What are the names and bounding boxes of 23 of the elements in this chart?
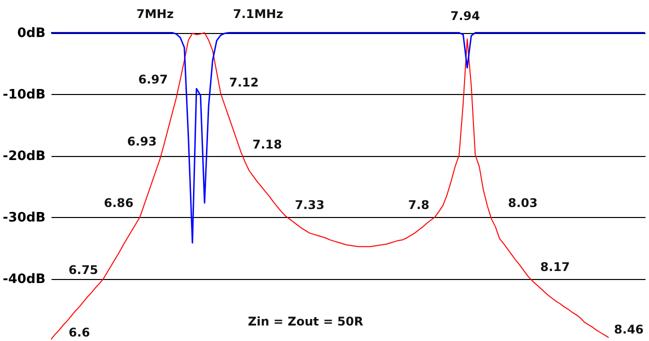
annotation: 6.86 bbox=[104, 196, 134, 210]
annotation: 7.94 bbox=[450, 8, 480, 23]
annotation: 7.8 bbox=[408, 198, 430, 212]
line-series bbox=[51, 32, 610, 340]
line-series bbox=[51, 32, 645, 244]
annotation: 7MHz bbox=[136, 6, 174, 21]
annotation: 6.93 bbox=[127, 134, 157, 148]
y-tick-label: -20dB bbox=[2, 149, 46, 164]
annotation: Zin = Zout = 50R bbox=[248, 314, 364, 329]
annotation: 7.1MHz bbox=[232, 6, 284, 21]
annotation: 8.46 bbox=[614, 322, 644, 337]
y-tick-label: 0dB bbox=[17, 26, 46, 42]
y-tick-label: -10dB bbox=[2, 88, 46, 103]
annotation: 7.18 bbox=[252, 137, 282, 152]
annotation: 8.03 bbox=[508, 196, 538, 210]
annotation: 6.75 bbox=[68, 262, 98, 277]
annotation: 6.97 bbox=[138, 72, 168, 87]
annotation: 7.33 bbox=[294, 198, 324, 212]
annotation: 6.6 bbox=[68, 326, 90, 340]
y-tick-label: -30dB bbox=[2, 210, 46, 226]
y-tick-label: -40dB bbox=[2, 272, 46, 288]
annotation: 8.17 bbox=[540, 260, 570, 274]
annotation: 7.12 bbox=[229, 76, 259, 90]
